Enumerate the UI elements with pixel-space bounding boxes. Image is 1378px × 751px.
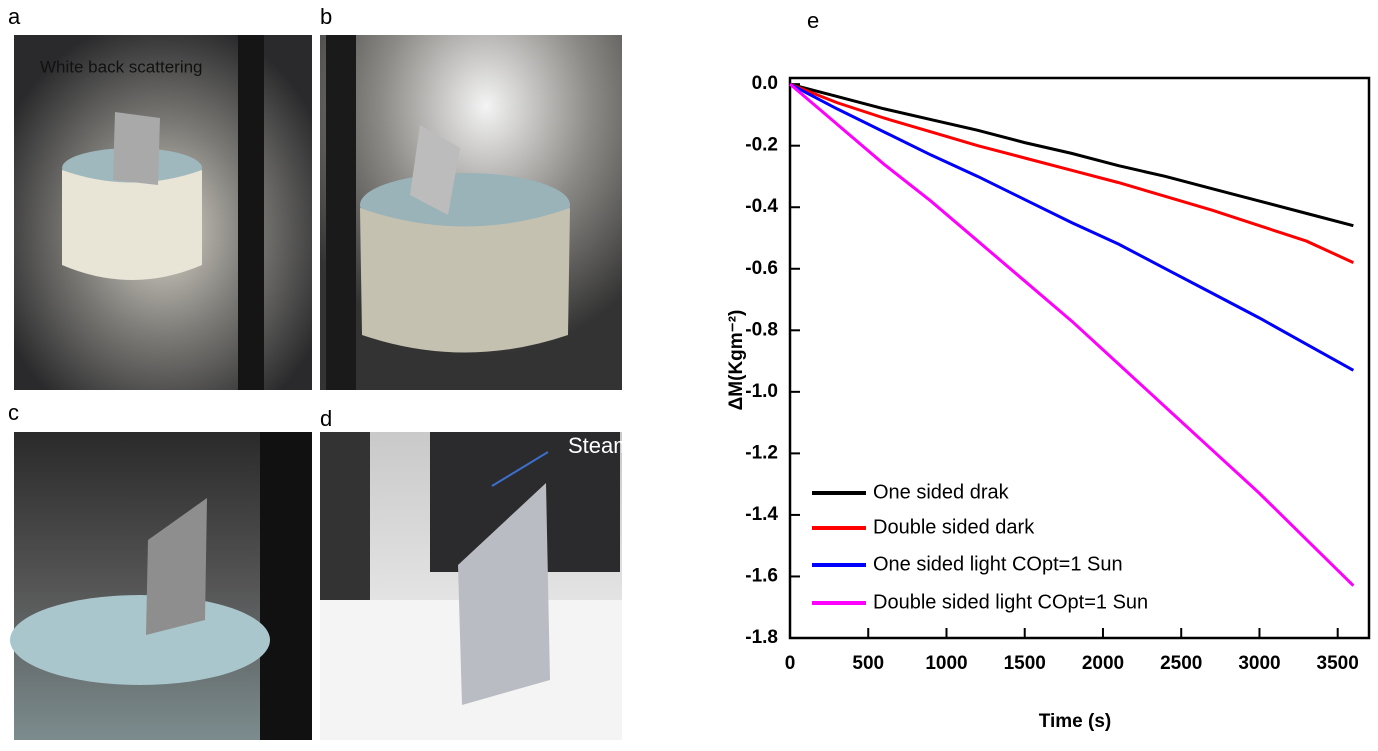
y-tick-label: -0.6 bbox=[745, 258, 778, 279]
y-tick-label: -0.4 bbox=[745, 196, 778, 217]
photo-c bbox=[10, 432, 312, 740]
y-tick-label: -0.8 bbox=[745, 319, 778, 340]
y-tick-label: -1.6 bbox=[745, 565, 778, 586]
photo-caption: White back scattering bbox=[40, 57, 203, 76]
series-line bbox=[790, 84, 1353, 586]
photo-b bbox=[320, 35, 622, 390]
x-tick-label: 3500 bbox=[1317, 653, 1359, 674]
y-tick-label: -1.0 bbox=[745, 381, 778, 402]
x-axis-title: Time (s) bbox=[1039, 711, 1112, 732]
panel-label: a bbox=[8, 4, 21, 29]
x-tick-label: 0 bbox=[785, 653, 796, 674]
y-tick-label: -0.2 bbox=[745, 135, 778, 156]
y-tick-label: -1.2 bbox=[745, 442, 778, 463]
y-axis-title: ΔM(Kgm⁻²) bbox=[726, 310, 747, 411]
series-line bbox=[790, 84, 1353, 262]
y-tick-label: 0.0 bbox=[752, 73, 778, 94]
x-tick-label: 1000 bbox=[925, 653, 967, 674]
panel-label: b bbox=[320, 4, 332, 29]
figure: a White back scattering b c d Steam e Ti… bbox=[0, 0, 1378, 746]
x-tick-label: 2500 bbox=[1160, 653, 1202, 674]
y-tick-label: -1.8 bbox=[745, 627, 778, 648]
x-tick-label: 2000 bbox=[1082, 653, 1124, 674]
photo-a bbox=[14, 35, 312, 390]
legend-label: Double sided dark bbox=[873, 516, 1035, 538]
x-tick-label: 3000 bbox=[1238, 653, 1280, 674]
panel-label: c bbox=[8, 400, 19, 425]
legend-label: One sided light COpt=1 Sun bbox=[873, 553, 1123, 575]
legend-label: One sided drak bbox=[873, 481, 1010, 503]
panel-label: d bbox=[320, 406, 332, 431]
legend-label: Double sided light COpt=1 Sun bbox=[873, 591, 1148, 613]
photo-caption: Steam bbox=[568, 433, 632, 458]
photo-d bbox=[320, 432, 622, 740]
panel-label: e bbox=[807, 8, 819, 33]
x-tick-label: 1500 bbox=[1004, 653, 1046, 674]
y-tick-label: -1.4 bbox=[745, 504, 778, 525]
x-tick-label: 500 bbox=[852, 653, 884, 674]
